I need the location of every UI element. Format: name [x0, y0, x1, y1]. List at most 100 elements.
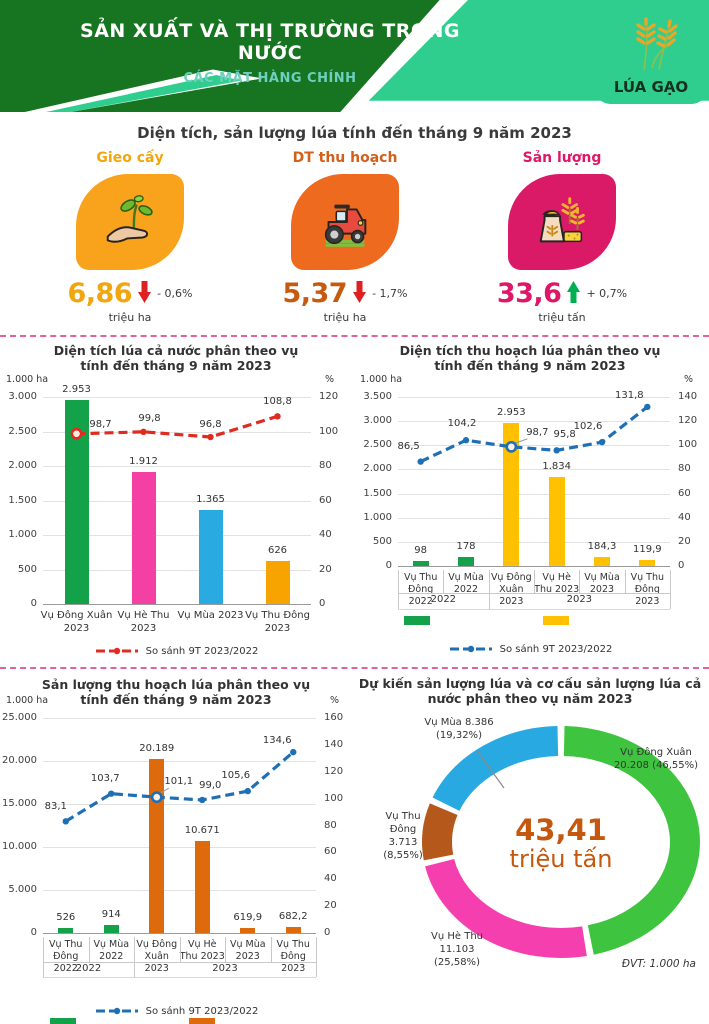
kpi-value-row: 6,86 - 0,6%	[50, 278, 210, 309]
y-axis-tick-right: 40	[678, 511, 691, 523]
y-axis-tick-right: 40	[319, 529, 332, 540]
line-point-marker	[274, 413, 281, 420]
axis-table-vline	[43, 937, 44, 962]
axis-table-vline	[624, 570, 626, 593]
y-axis-tick-left: 0	[30, 598, 37, 609]
line-point-marker	[244, 787, 251, 795]
y-axis-tick-right: 100	[678, 439, 698, 451]
kpi-change: - 0,6%	[157, 287, 193, 300]
y-axis-tick-right: 140	[678, 391, 698, 402]
kpi-gieo-cay: Gieo cấy 6,86 - 0,6% triệu ha	[50, 150, 210, 324]
bar	[131, 472, 156, 604]
donut-label-line: 3.713	[388, 837, 418, 848]
kpi-san-luong: Sản lượng	[482, 150, 642, 324]
donut-label-line: Vụ Đông Xuân	[620, 747, 692, 758]
chart-subtitle: nước phân theo vụ năm 2023	[427, 691, 633, 706]
x-axis-group-label: 2023	[212, 963, 238, 974]
bar-value-label: 914	[101, 909, 121, 921]
donut-label-line: (19,32%)	[436, 730, 482, 741]
kpi-dt-thu-hoach: DT thu hoạch 5,37 - 1,7% triệu ha	[265, 150, 425, 324]
x-axis-label: Vụ Hè Thu 2023	[179, 939, 225, 962]
x-axis-label: Vụ Thu Đông 2023	[630, 572, 665, 607]
y-axis-tick-left: 0	[385, 560, 392, 571]
axis-table-vline	[43, 962, 44, 977]
line-value-label: 134,6	[262, 735, 292, 747]
bar	[285, 927, 301, 933]
x-axis-label: Vụ Thu Đông 2022	[49, 939, 83, 974]
page-subtitle: CÁC MẶT HÀNG CHÍNH	[183, 71, 357, 86]
bar	[240, 927, 256, 933]
chart-legend: So sánh 9T 2023/2022	[2, 1001, 350, 1020]
x-axis-label: Vụ Đông Xuân 2023	[136, 939, 178, 974]
left-axis-unit: 1.000 ha	[360, 374, 403, 385]
y-axis-tick-left: 1.000	[363, 511, 392, 523]
bar-value-label: 119,9	[633, 544, 662, 556]
y-axis-tick-right: 20	[678, 535, 691, 547]
donut-slice-vụ-đông-xuân	[563, 726, 700, 955]
section-divider	[0, 335, 709, 337]
line-value-label: 108,8	[263, 396, 292, 408]
bar-value-label: 1.912	[129, 456, 158, 468]
x-axis-group-label: 2022	[75, 963, 102, 974]
bar-value-label: 2.953	[62, 384, 91, 396]
donut-label-line: (25,58%)	[434, 957, 480, 968]
kpi-value-row: 33,6 + 0,7%	[482, 278, 642, 309]
y-axis-tick-right: 60	[319, 494, 332, 506]
y-axis-tick-left: 2.500	[363, 439, 392, 451]
kpi-unit: triệu ha	[108, 311, 152, 324]
x-axis-label: Vụ Đông Xuân 2023	[490, 572, 532, 607]
kpi-label: DT thu hoạch	[292, 150, 398, 166]
line-value-label: 98,7	[89, 418, 112, 430]
legend-label: So sánh 9T 2023/2022	[145, 645, 259, 657]
y-axis-tick-left: 500	[17, 563, 37, 575]
y-axis-tick-left: 1.500	[363, 487, 392, 499]
line-value-label: 131,8	[615, 389, 644, 401]
kpi-card	[508, 174, 616, 270]
y-axis-tick-right: 160	[324, 712, 344, 723]
chart-harvest-area-by-season: Diện tích thu hoạch lúa phân theo vụ tính…	[356, 338, 704, 660]
line-point-marker	[62, 818, 69, 825]
kpi-value: 6,86	[67, 278, 133, 309]
donut-slice-vụ-thu-đông	[422, 803, 458, 861]
page-title: SẢN XUẤT VÀ THỊ TRƯỜNG TRONG NƯỚC	[80, 20, 460, 64]
axis-table-vline	[398, 593, 399, 609]
x-axis-label: Vụ Thu Đông 2022	[403, 572, 438, 607]
y-axis-tick-left: 500	[372, 535, 392, 547]
axis-table-hline	[398, 593, 670, 594]
line-value-label: 83,1	[44, 801, 67, 813]
line-point-marker	[644, 403, 651, 411]
total-value: 43,41	[515, 813, 607, 847]
y-axis-tick-left: 25.000	[2, 712, 37, 723]
series-legend-swatch	[50, 1018, 76, 1024]
donut-slice-label: Vụ Mùa 8.386 (19,32%)	[402, 716, 516, 742]
y-axis-tick-left: 3.500	[363, 391, 392, 402]
axis-table-vline	[670, 570, 671, 593]
y-axis-tick-right: 20	[319, 563, 332, 575]
bar	[458, 557, 474, 566]
y-axis-tick-left: 2.000	[363, 463, 392, 475]
y-axis-tick-left: 2.000	[8, 460, 37, 471]
axis-table-vline	[134, 937, 135, 962]
axis-table-hline	[43, 977, 316, 978]
section-title: Diện tích, sản lượng lúa tính đến tháng …	[137, 124, 572, 142]
donut-slice-vụ-mùa	[432, 726, 559, 812]
axis-table-vline	[134, 962, 135, 977]
x-axis-group-label: 2022	[430, 594, 457, 605]
line-value-label: 95,8	[553, 429, 576, 441]
y-axis-tick-left: 1.500	[8, 494, 37, 506]
y-axis-tick-left: 0	[30, 927, 37, 938]
x-axis-label: Vụ Thu Đông 2023	[276, 939, 310, 974]
kpi-card	[291, 174, 399, 270]
y-axis-tick-left: 15.000	[2, 798, 37, 809]
total-unit: triệu tấn	[509, 845, 613, 874]
donut-label-line: Vụ Mùa 8.386	[424, 717, 494, 728]
bar-value-label: 619,9	[233, 911, 263, 923]
bar-value-label: 10.671	[184, 825, 220, 837]
axis-table-vline	[179, 937, 181, 962]
gridline	[398, 493, 670, 495]
gridline	[43, 500, 311, 502]
y-axis-tick-right: 0	[319, 598, 326, 609]
donut-slice-label: Vụ Hè Thu 11.103 (25,58%)	[422, 930, 492, 969]
legend-label: So sánh 9T 2023/2022	[145, 1005, 259, 1017]
donut-label-line: Vụ Thu Đông	[385, 811, 421, 835]
